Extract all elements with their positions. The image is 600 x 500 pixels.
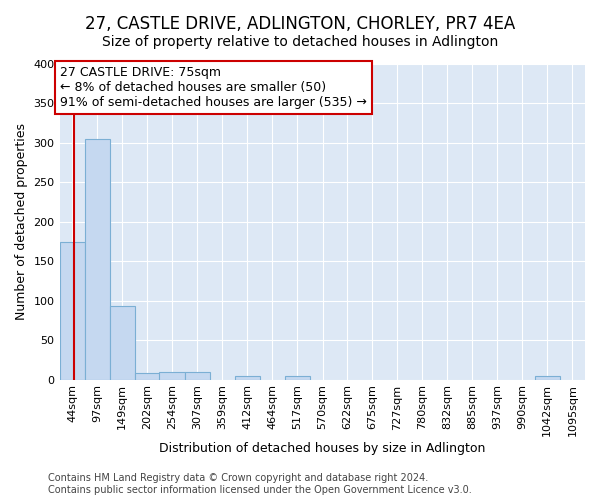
X-axis label: Distribution of detached houses by size in Adlington: Distribution of detached houses by size …: [159, 442, 485, 455]
Bar: [284, 376, 310, 380]
Bar: [160, 372, 185, 380]
Bar: [59, 242, 85, 380]
Bar: [110, 306, 135, 380]
Bar: [235, 376, 260, 380]
Text: Contains HM Land Registry data © Crown copyright and database right 2024.
Contai: Contains HM Land Registry data © Crown c…: [48, 474, 472, 495]
Bar: [185, 372, 210, 380]
Text: 27 CASTLE DRIVE: 75sqm
← 8% of detached houses are smaller (50)
91% of semi-deta: 27 CASTLE DRIVE: 75sqm ← 8% of detached …: [61, 66, 367, 110]
Bar: [85, 139, 110, 380]
Y-axis label: Number of detached properties: Number of detached properties: [15, 124, 28, 320]
Text: 27, CASTLE DRIVE, ADLINGTON, CHORLEY, PR7 4EA: 27, CASTLE DRIVE, ADLINGTON, CHORLEY, PR…: [85, 15, 515, 33]
Bar: [135, 374, 160, 380]
Text: Size of property relative to detached houses in Adlington: Size of property relative to detached ho…: [102, 35, 498, 49]
Bar: [535, 376, 560, 380]
